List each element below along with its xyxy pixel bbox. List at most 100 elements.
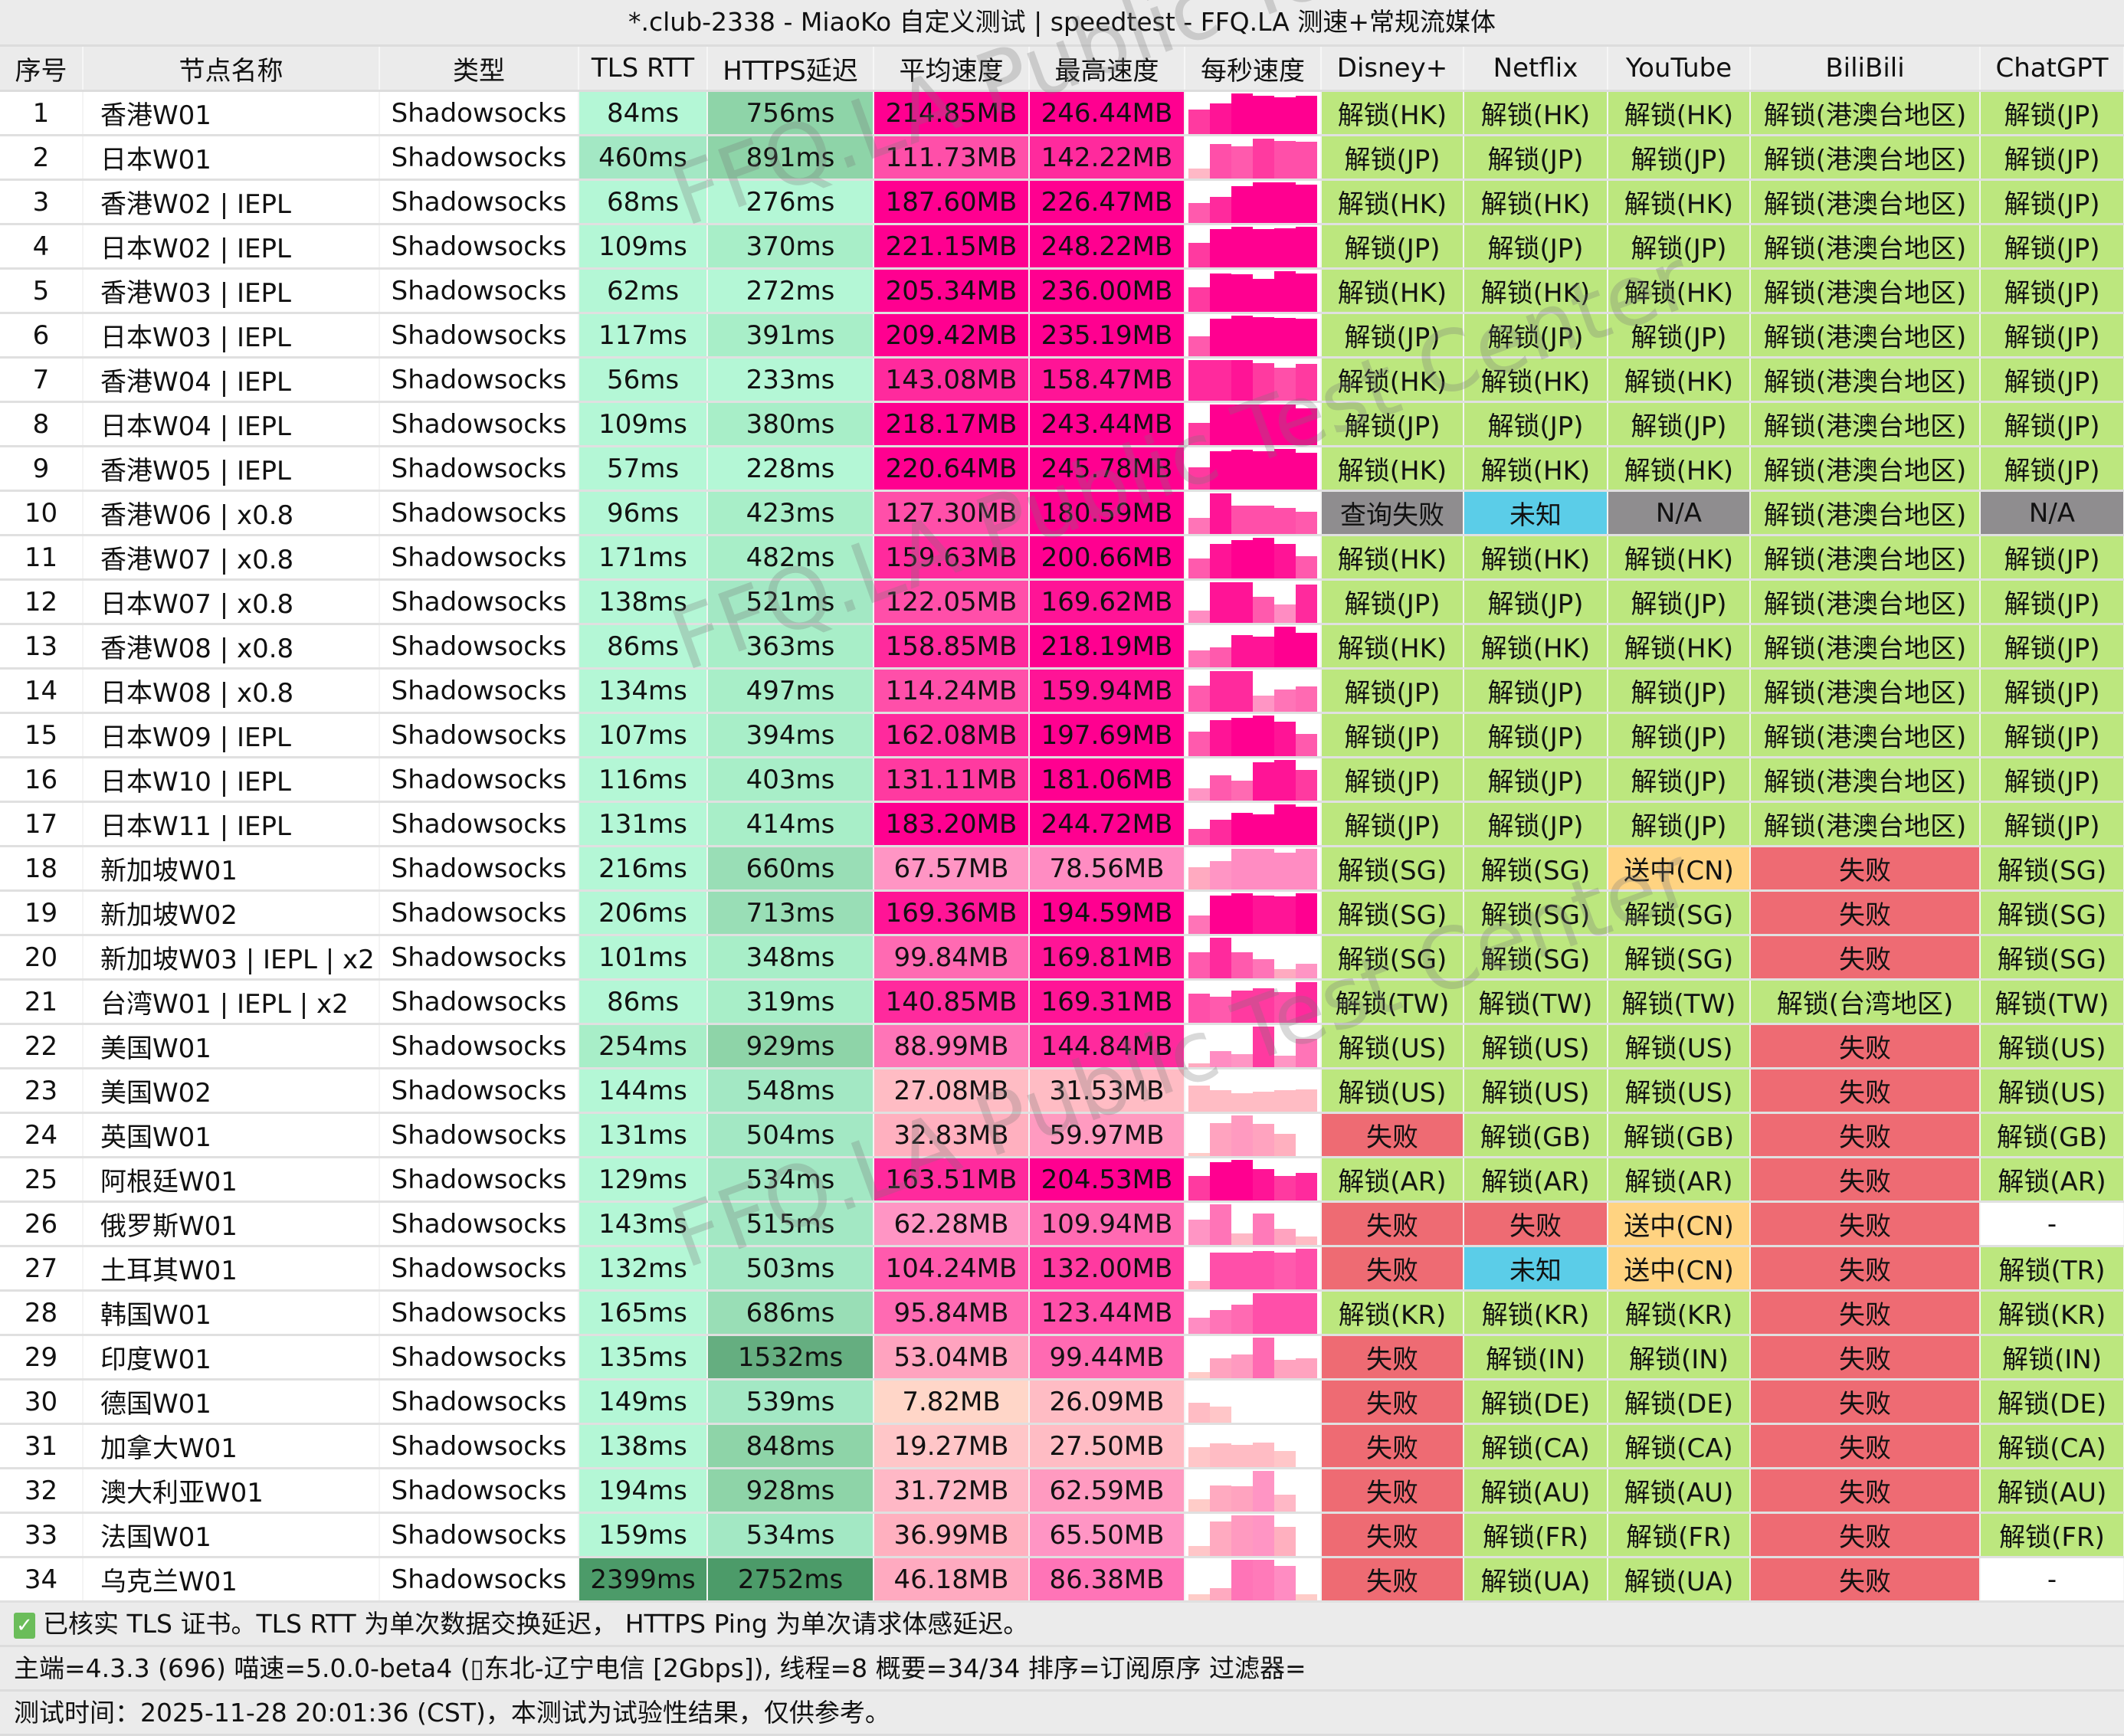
youtube-status: 送中(CN) bbox=[1608, 1246, 1751, 1292]
speed-bars bbox=[1188, 938, 1317, 978]
table-row[interactable]: 20 新加坡W03 | IEPL | x2 Shadowsocks 101ms 348m… bbox=[0, 935, 2124, 981]
col-per-second-header[interactable]: 每秒速度 bbox=[1185, 47, 1322, 92]
node-name: 日本W09 | IEPL bbox=[83, 712, 380, 758]
chatgpt-status: 解锁(KR) bbox=[1980, 1290, 2124, 1336]
table-row[interactable]: 31 加拿大W01 Shadowsocks 138ms 848ms 19.27MB 27.5… bbox=[0, 1423, 2124, 1469]
table-row[interactable]: 25 阿根廷W01 Shadowsocks 129ms 534ms 163.51MB 204… bbox=[0, 1157, 2124, 1203]
speed-bar bbox=[1253, 405, 1274, 444]
https-latency-cell: 497ms bbox=[707, 668, 874, 714]
avg-speed-cell: 140.85MB bbox=[874, 979, 1030, 1025]
disney-status: 失败 bbox=[1321, 1557, 1464, 1603]
speed-bar bbox=[1188, 1176, 1210, 1200]
row-index: 17 bbox=[0, 801, 84, 847]
youtube-status: 解锁(DE) bbox=[1608, 1379, 1751, 1425]
table-row[interactable]: 28 韩国W01 Shadowsocks 165ms 686ms 95.84MB 123.4… bbox=[0, 1290, 2124, 1336]
table-row[interactable]: 4 日本W02 | IEPL Shadowsocks 109ms 370ms 221.15… bbox=[0, 224, 2124, 270]
table-row[interactable]: 9 香港W05 | IEPL Shadowsocks 57ms 228ms 220.64M… bbox=[0, 446, 2124, 492]
table-row[interactable]: 6 日本W03 | IEPL Shadowsocks 117ms 391ms 209.42… bbox=[0, 313, 2124, 359]
table-row[interactable]: 32 澳大利亚W01 Shadowsocks 194ms 928ms 31.72MB 62.… bbox=[0, 1468, 2124, 1514]
table-row[interactable]: 12 日本W07 | x0.8 Shadowsocks 138ms 521ms 122.0… bbox=[0, 579, 2124, 625]
table-row[interactable]: 22 美国W01 Shadowsocks 254ms 929ms 88.99MB 144.8… bbox=[0, 1024, 2124, 1069]
disney-status: 解锁(HK) bbox=[1321, 357, 1464, 403]
speed-bar bbox=[1188, 866, 1210, 889]
table-row[interactable]: 21 台湾W01 | IEPL | x2 Shadowsocks 86ms 319ms 1… bbox=[0, 979, 2124, 1025]
col-bilibili-header[interactable]: BiliBili bbox=[1750, 47, 1981, 92]
col-type-header[interactable]: 类型 bbox=[379, 47, 579, 92]
table-row[interactable]: 23 美国W02 Shadowsocks 144ms 548ms 27.08MB 31.53… bbox=[0, 1068, 2124, 1114]
table-row[interactable]: 29 印度W01 Shadowsocks 135ms 1532ms 53.04MB 99.4… bbox=[0, 1335, 2124, 1381]
node-name: 日本W01 bbox=[83, 135, 380, 181]
table-row[interactable]: 3 香港W02 | IEPL Shadowsocks 68ms 276ms 187.60M… bbox=[0, 179, 2124, 225]
col-index-header[interactable]: 序号 bbox=[0, 47, 84, 92]
disney-status: 失败 bbox=[1321, 1423, 1464, 1469]
bilibili-status: 解锁(港澳台地区) bbox=[1750, 712, 1981, 758]
speed-bars bbox=[1188, 627, 1317, 667]
col-avg-speed-header[interactable]: 平均速度 bbox=[874, 47, 1030, 92]
speed-bar bbox=[1296, 733, 1317, 755]
col-chatgpt-header[interactable]: ChatGPT bbox=[1980, 47, 2124, 92]
speed-bar bbox=[1253, 637, 1274, 667]
table-row[interactable]: 27 土耳其W01 Shadowsocks 132ms 503ms 104.24MB 132… bbox=[0, 1246, 2124, 1292]
speed-bars bbox=[1188, 405, 1317, 444]
speed-bar bbox=[1231, 893, 1253, 933]
avg-speed-cell: 88.99MB bbox=[874, 1024, 1030, 1069]
table-row[interactable]: 14 日本W08 | x0.8 Shadowsocks 134ms 497ms 114.2… bbox=[0, 668, 2124, 714]
node-name: 乌克兰W01 bbox=[83, 1557, 380, 1603]
per-second-speed-chart bbox=[1185, 313, 1322, 359]
col-https-header[interactable]: HTTPS延迟 bbox=[707, 47, 874, 92]
node-type: Shadowsocks bbox=[379, 712, 579, 758]
tls-rtt-cell: 57ms bbox=[579, 446, 708, 492]
table-row[interactable]: 26 俄罗斯W01 Shadowsocks 143ms 515ms 62.28MB 109.… bbox=[0, 1201, 2124, 1247]
max-speed-cell: 99.44MB bbox=[1029, 1335, 1185, 1381]
col-disney-header[interactable]: Disney+ bbox=[1321, 47, 1464, 92]
row-index: 25 bbox=[0, 1157, 84, 1203]
bilibili-status: 解锁(港澳台地区) bbox=[1750, 179, 1981, 225]
col-max-speed-header[interactable]: 最高速度 bbox=[1029, 47, 1185, 92]
per-second-speed-chart bbox=[1185, 1024, 1322, 1069]
col-netflix-header[interactable]: Netflix bbox=[1464, 47, 1608, 92]
table-row[interactable]: 8 日本W04 | IEPL Shadowsocks 109ms 380ms 218.17… bbox=[0, 401, 2124, 447]
youtube-status: 解锁(HK) bbox=[1608, 624, 1751, 670]
avg-speed-cell: 19.27MB bbox=[874, 1423, 1030, 1469]
disney-status: 失败 bbox=[1321, 1335, 1464, 1381]
table-row[interactable]: 34 乌克兰W01 Shadowsocks 2399ms 2752ms 46.18MB 86… bbox=[0, 1557, 2124, 1603]
tls-rtt-cell: 144ms bbox=[579, 1068, 708, 1114]
speed-bar bbox=[1253, 228, 1274, 267]
table-row[interactable]: 5 香港W03 | IEPL Shadowsocks 62ms 272ms 205.34M… bbox=[0, 268, 2124, 314]
youtube-status: 解锁(GB) bbox=[1608, 1112, 1751, 1158]
max-speed-cell: 244.72MB bbox=[1029, 801, 1185, 847]
node-type: Shadowsocks bbox=[379, 179, 579, 225]
speed-bar bbox=[1253, 505, 1274, 533]
table-row[interactable]: 10 香港W06 | x0.8 Shadowsocks 96ms 423ms 127.30… bbox=[0, 490, 2124, 536]
col-tls-header[interactable]: TLS RTT bbox=[579, 47, 708, 92]
speed-bar bbox=[1253, 95, 1274, 133]
col-name-header[interactable]: 节点名称 bbox=[83, 47, 380, 92]
table-row[interactable]: 17 日本W11 | IEPL Shadowsocks 131ms 414ms 183.2… bbox=[0, 801, 2124, 847]
bilibili-status: 解锁(港澳台地区) bbox=[1750, 313, 1981, 359]
table-row[interactable]: 2 日本W01 Shadowsocks 460ms 891ms 111.73MB 142.2… bbox=[0, 135, 2124, 181]
table-row[interactable]: 30 德国W01 Shadowsocks 149ms 539ms 7.82MB 26.09M… bbox=[0, 1379, 2124, 1425]
speed-bar bbox=[1210, 1485, 1231, 1511]
speed-bar bbox=[1274, 721, 1296, 755]
bilibili-status: 解锁(港澳台地区) bbox=[1750, 801, 1981, 847]
table-row[interactable]: 33 法国W01 Shadowsocks 159ms 534ms 36.99MB 65.50… bbox=[0, 1512, 2124, 1558]
col-youtube-header[interactable]: YouTube bbox=[1608, 47, 1751, 92]
speed-bar bbox=[1274, 853, 1296, 889]
table-row[interactable]: 24 英国W01 Shadowsocks 131ms 504ms 32.83MB 59.97… bbox=[0, 1112, 2124, 1158]
table-row[interactable]: 13 香港W08 | x0.8 Shadowsocks 86ms 363ms 158.85… bbox=[0, 624, 2124, 670]
table-row[interactable]: 16 日本W10 | IEPL Shadowsocks 116ms 403ms 131.1… bbox=[0, 757, 2124, 803]
avg-speed-cell: 99.84MB bbox=[874, 935, 1030, 981]
speed-bar bbox=[1274, 507, 1296, 533]
speed-bar bbox=[1188, 788, 1210, 800]
bilibili-status: 失败 bbox=[1750, 1290, 1981, 1336]
table-row[interactable]: 1 香港W01 Shadowsocks 84ms 756ms 214.85MB 246.44… bbox=[0, 90, 2124, 136]
youtube-status: 解锁(JP) bbox=[1608, 801, 1751, 847]
table-row[interactable]: 19 新加坡W02 Shadowsocks 206ms 713ms 169.36MB 194… bbox=[0, 890, 2124, 936]
table-row[interactable]: 18 新加坡W01 Shadowsocks 216ms 660ms 67.57MB 78.5… bbox=[0, 846, 2124, 892]
table-row[interactable]: 15 日本W09 | IEPL Shadowsocks 107ms 394ms 162.0… bbox=[0, 712, 2124, 758]
table-row[interactable]: 7 香港W04 | IEPL Shadowsocks 56ms 233ms 143.08M… bbox=[0, 357, 2124, 403]
per-second-speed-chart bbox=[1185, 401, 1322, 447]
table-row[interactable]: 11 香港W07 | x0.8 Shadowsocks 171ms 482ms 159.6… bbox=[0, 535, 2124, 581]
speed-bar bbox=[1253, 1250, 1274, 1289]
speed-bar bbox=[1231, 1115, 1253, 1155]
